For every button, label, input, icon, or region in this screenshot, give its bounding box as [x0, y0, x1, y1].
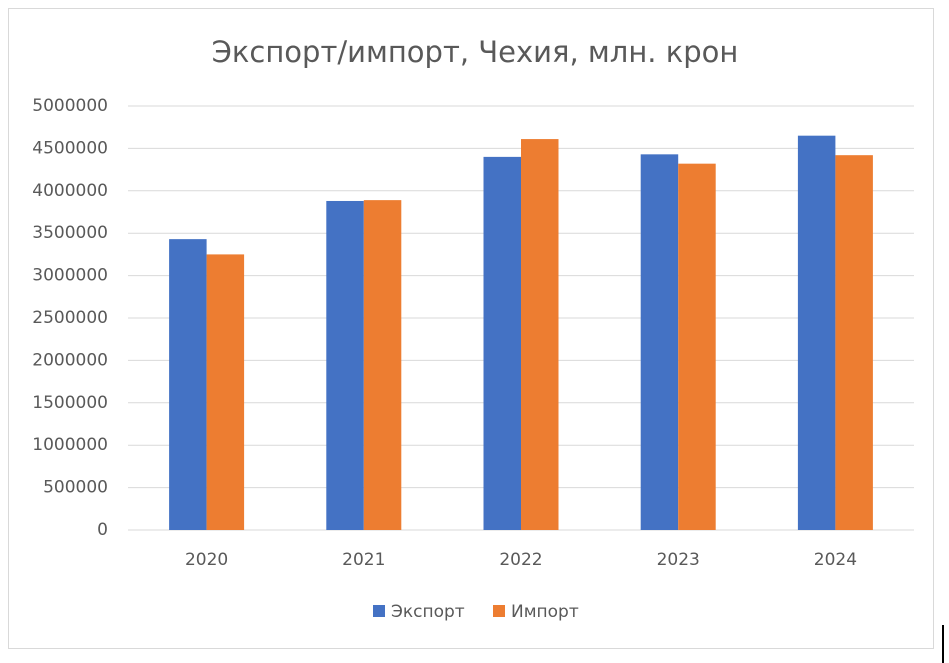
- x-tick-label: 2021: [342, 550, 385, 570]
- y-tick-label: 4000000: [32, 181, 108, 201]
- legend-label: Импорт: [511, 602, 579, 622]
- chart-border: [8, 8, 934, 649]
- legend-label: Экспорт: [391, 602, 465, 622]
- y-tick-label: 1500000: [32, 393, 108, 413]
- bar: [521, 139, 559, 530]
- y-tick-label: 5000000: [32, 96, 108, 116]
- y-tick-label: 500000: [43, 478, 108, 498]
- chart-title: Экспорт/импорт, Чехия, млн. крон: [212, 35, 739, 69]
- y-tick-label: 3500000: [32, 223, 108, 243]
- bar: [483, 156, 521, 530]
- x-tick-label: 2022: [499, 550, 542, 570]
- y-tick-label: 0: [97, 520, 108, 540]
- bar: [326, 200, 364, 530]
- y-tick-label: 3000000: [32, 266, 108, 286]
- legend-swatch: [493, 605, 505, 617]
- bar: [678, 163, 716, 530]
- bar: [169, 239, 207, 531]
- y-tick-label: 4500000: [32, 138, 108, 158]
- bar: [640, 154, 679, 530]
- x-tick-label: 2023: [657, 550, 700, 570]
- bar: [206, 254, 245, 530]
- y-tick-label: 2500000: [32, 308, 108, 328]
- bar: [835, 155, 873, 530]
- bar: [797, 135, 836, 530]
- legend-swatch: [373, 605, 385, 617]
- x-tick-label: 2024: [814, 550, 857, 570]
- x-tick-label: 2020: [185, 550, 228, 570]
- bar: [363, 200, 402, 531]
- y-tick-label: 2000000: [32, 350, 108, 370]
- y-tick-label: 1000000: [32, 435, 108, 455]
